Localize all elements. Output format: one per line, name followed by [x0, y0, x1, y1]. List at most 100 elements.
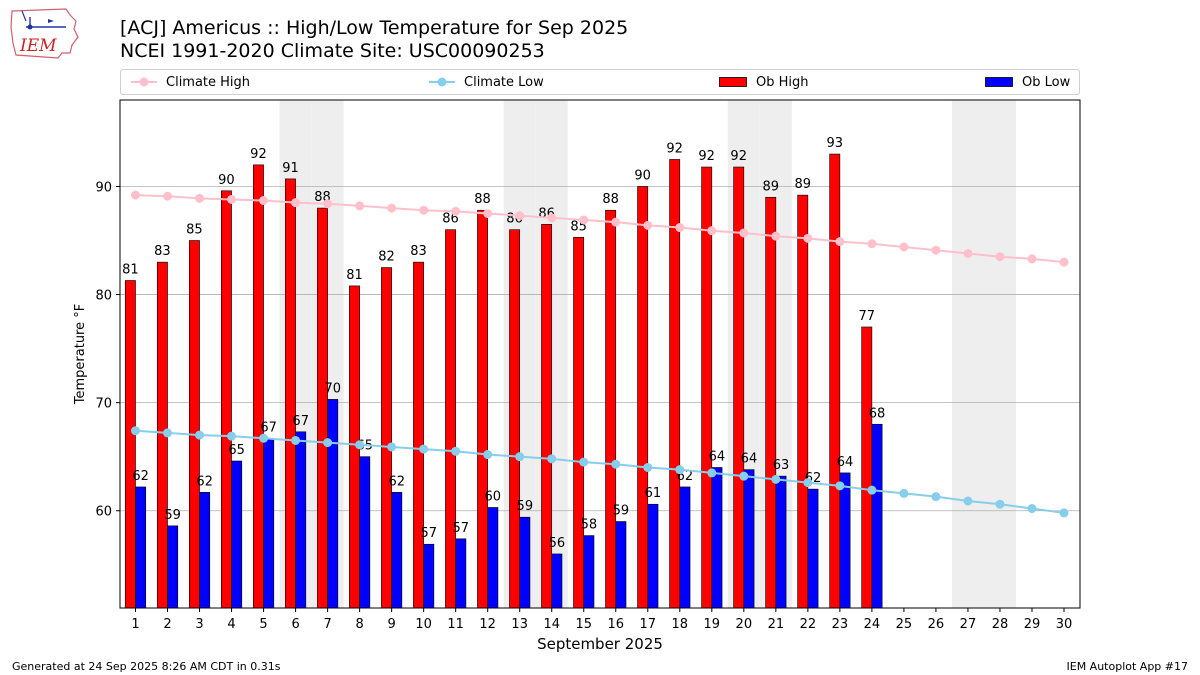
ob-high-bar — [381, 267, 392, 609]
legend-climate-high: Climate High — [131, 70, 250, 94]
climate-low-point — [643, 462, 653, 472]
climate-high-point — [547, 213, 557, 223]
ob-low-bar — [263, 438, 275, 609]
ob-high-bar — [605, 209, 617, 609]
climate-high-point — [419, 205, 429, 215]
x-tick-label-22: 22 — [800, 617, 817, 632]
footer-generated: Generated at 24 Sep 2025 8:26 AM CDT in … — [12, 660, 281, 673]
ob-low-label: 64 — [709, 449, 726, 464]
x-tick-label-12: 12 — [479, 617, 496, 632]
ob-high-label: 77 — [859, 309, 876, 324]
climate-low-point — [355, 440, 365, 450]
climate-high-point — [483, 208, 493, 218]
ob-high-bar — [829, 153, 841, 609]
x-tick-label-4: 4 — [227, 617, 235, 632]
y-tick-label-60: 60 — [95, 505, 112, 520]
ob-low-bar — [295, 431, 307, 609]
ob-low-label: 64 — [741, 452, 758, 467]
ob-low-label: 62 — [388, 474, 405, 489]
climate-low-point — [611, 459, 621, 469]
climate-low-point — [387, 442, 397, 452]
x-tick-label-23: 23 — [832, 617, 849, 632]
climate-low-point — [899, 488, 909, 498]
y-axis-label: Temperature °F — [73, 304, 88, 405]
legend-ob-high-label: Ob High — [756, 74, 809, 90]
ob-high-label: 88 — [474, 192, 491, 207]
ob-low-label: 57 — [421, 526, 438, 541]
ob-high-bar — [573, 236, 585, 609]
ob-high-label: 85 — [186, 223, 203, 238]
ob-high-bar — [188, 240, 200, 609]
chart-title: [ACJ] Americus :: High/Low Temperature f… — [120, 17, 629, 39]
x-tick-label-16: 16 — [607, 617, 624, 632]
x-axis-label: September 2025 — [537, 635, 663, 653]
legend-ob-high: Ob High — [719, 70, 809, 94]
climate-high-point — [227, 194, 237, 204]
ob-high-bar — [285, 178, 296, 609]
x-tick-label-19: 19 — [704, 617, 721, 632]
y-tick-label-90: 90 — [95, 180, 112, 195]
ob-high-label: 89 — [794, 177, 811, 192]
x-tick-label-1: 1 — [131, 617, 139, 632]
ob-high-bar — [124, 280, 136, 609]
climate-high-point — [611, 217, 621, 227]
ob-high-label: 81 — [122, 263, 139, 278]
x-tick-label-14: 14 — [543, 617, 560, 632]
climate-high-line — [135, 194, 1065, 264]
ob-high-label: 92 — [250, 147, 267, 162]
climate-low-point — [867, 485, 877, 495]
ob-low-bar — [199, 492, 211, 609]
logo-text: IEM — [19, 36, 57, 56]
ob-low-label: 59 — [613, 504, 630, 519]
climate-high-point — [1027, 254, 1037, 264]
climate-low-point — [675, 465, 685, 475]
ob-high-label: 92 — [666, 141, 683, 156]
climate-low-point — [707, 468, 717, 478]
ob-high-label: 90 — [634, 168, 651, 183]
legend-ob-low-label: Ob Low — [1022, 74, 1071, 90]
climate-high-point — [355, 201, 365, 211]
iem-logo: IEM — [10, 8, 79, 59]
ob-low-label: 63 — [773, 458, 790, 473]
ob-high-bar — [797, 194, 809, 609]
climate-high-point — [515, 211, 525, 221]
ob-high-label: 83 — [410, 244, 427, 259]
x-tick-label-28: 28 — [992, 617, 1009, 632]
climate-low-point — [1059, 508, 1069, 518]
ob-high-label: 91 — [282, 161, 299, 176]
ob-high-label: 90 — [218, 173, 235, 188]
ob-high-label: 93 — [826, 136, 843, 151]
ob-low-bar — [807, 488, 819, 609]
ob-low-bar — [487, 507, 499, 609]
x-tick-label-13: 13 — [511, 617, 528, 632]
ob-high-label: 88 — [602, 192, 619, 207]
legend-climate-low: Climate Low — [429, 70, 544, 94]
climate-high-point — [867, 239, 877, 249]
climate-high-point — [163, 191, 173, 201]
ob-low-bar — [615, 521, 627, 609]
climate-high-point — [387, 203, 397, 213]
x-tick-label-5: 5 — [259, 617, 267, 632]
ob-high-label: 81 — [346, 268, 363, 283]
legend-climate-high-label: Climate High — [166, 74, 251, 90]
x-tick-label-2: 2 — [163, 617, 171, 632]
climate-high-point — [291, 198, 301, 208]
x-tick-label-18: 18 — [672, 617, 689, 632]
ob-high-bar — [253, 164, 264, 609]
climate-high-point — [259, 196, 269, 206]
ob-low-bar — [551, 553, 563, 609]
x-tick-label-6: 6 — [291, 617, 299, 632]
ob-high-bar — [413, 261, 424, 609]
ob-high-bar — [509, 229, 521, 609]
ob-high-bar — [861, 326, 873, 609]
climate-high-point — [675, 223, 685, 233]
ob-high-bar — [445, 229, 456, 609]
climate-low-point — [451, 446, 461, 456]
ob-low-bar — [647, 503, 659, 609]
climate-high-point — [195, 193, 205, 203]
ob-low-bar — [359, 456, 371, 609]
climate-low-point — [739, 471, 749, 481]
climate-high-point — [323, 199, 333, 209]
x-tick-label-29: 29 — [1024, 617, 1041, 632]
